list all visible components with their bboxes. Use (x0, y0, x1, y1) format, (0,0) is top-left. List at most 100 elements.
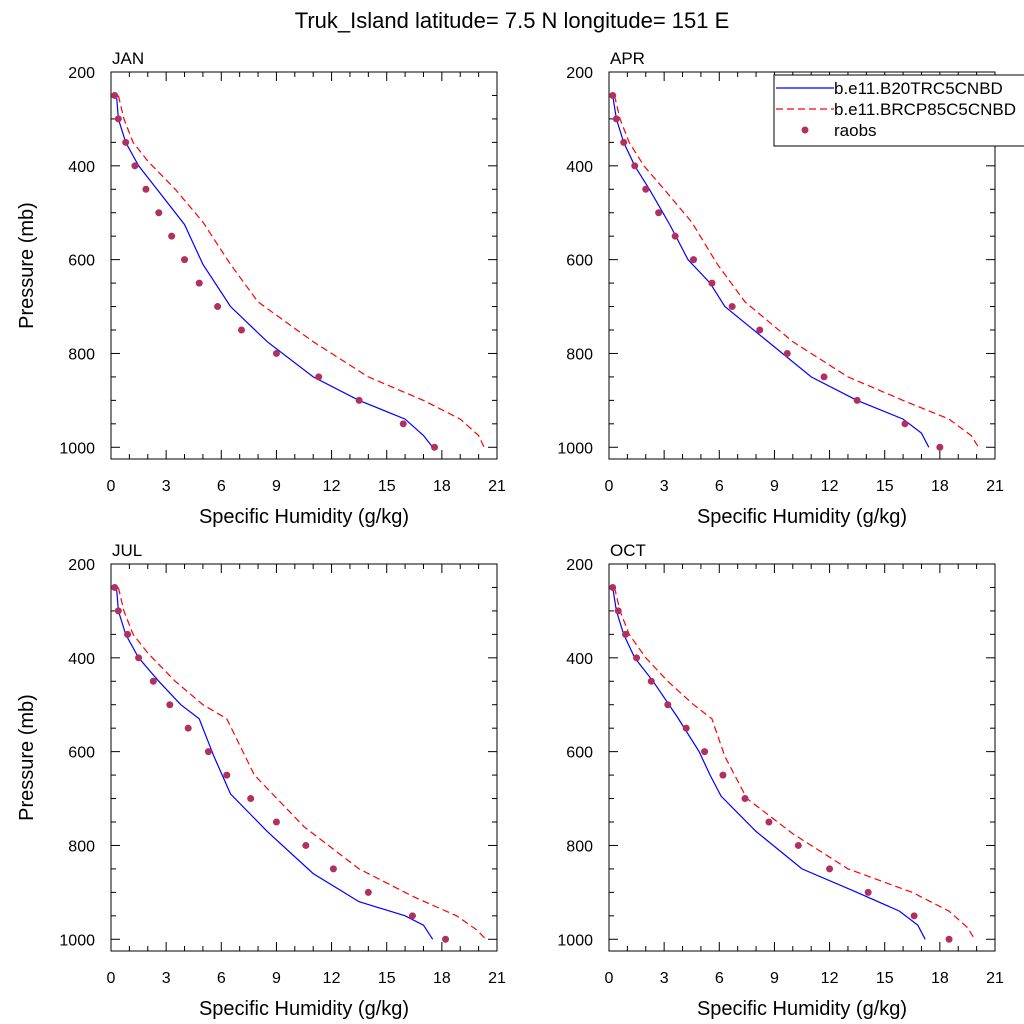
x-tick-label: 0 (107, 478, 116, 495)
raobs-point (741, 795, 749, 803)
legend-marker-raobs (801, 126, 809, 134)
x-tick-label: 9 (272, 970, 281, 987)
raobs-point (329, 865, 337, 873)
y-tick-label: 200 (566, 557, 593, 574)
plot-frame (608, 71, 996, 460)
y-tick-label: 1000 (59, 932, 95, 949)
figure-title: Truk_Island latitude= 7.5 N longitude= 1… (295, 8, 730, 33)
x-tick-label: 15 (876, 478, 894, 495)
y-tick-label: 800 (68, 838, 95, 855)
raobs-point (204, 748, 212, 756)
panel-title: OCT (610, 541, 646, 560)
raobs-point (864, 888, 872, 896)
y-tick-label: 800 (68, 346, 95, 363)
x-tick-label: 15 (378, 478, 396, 495)
raobs-point (247, 795, 255, 803)
series-line-b20trc (115, 587, 434, 940)
raobs-point (631, 162, 639, 170)
x-tick-label: 3 (660, 478, 669, 495)
x-tick-label: 12 (821, 478, 839, 495)
raobs-point (765, 818, 773, 826)
raobs-point (945, 935, 953, 943)
series-line-b20trc (612, 95, 930, 448)
x-tick-label: 12 (323, 970, 341, 987)
x-tick-label: 18 (433, 478, 451, 495)
x-tick-label: 18 (931, 970, 949, 987)
raobs-point (647, 677, 655, 685)
raobs-point (901, 420, 909, 428)
raobs-point (399, 420, 407, 428)
raobs-point (315, 373, 323, 381)
raobs-point (783, 349, 791, 357)
raobs-point (671, 232, 679, 240)
raobs-point (614, 607, 622, 615)
x-tick-label: 6 (217, 970, 226, 987)
x-tick-label: 6 (217, 478, 226, 495)
raobs-point (355, 396, 363, 404)
y-tick-label: 600 (68, 253, 95, 270)
panel-title: JUL (112, 541, 142, 560)
x-tick-label: 0 (605, 478, 614, 495)
raobs-point (181, 256, 189, 264)
series-line-b20trc (612, 587, 926, 940)
panel-jul: JUL 0 3 6 9 12 15 18 21 200 400 600 800 1000 Specific … (16, 541, 506, 1020)
panel-title: APR (610, 49, 645, 68)
panel-oct: OCT 0 3 6 9 12 15 18 21 200 400 600 800 1000 Specific … (557, 541, 1004, 1020)
plot-frame (110, 563, 498, 952)
raobs-point (184, 724, 192, 732)
y-tick-label: 800 (566, 346, 593, 363)
raobs-point (442, 935, 450, 943)
x-axis-label: Specific Humidity (g/kg) (697, 506, 907, 528)
raobs-point (701, 748, 709, 756)
raobs-point (936, 443, 944, 451)
raobs-point (690, 256, 698, 264)
raobs-point (655, 209, 663, 217)
y-tick-label: 1000 (557, 440, 593, 457)
y-tick-label: 800 (566, 838, 593, 855)
x-tick-label: 12 (821, 970, 839, 987)
x-tick-label: 0 (605, 970, 614, 987)
raobs-point (168, 232, 176, 240)
raobs-point (609, 583, 617, 591)
raobs-point (111, 91, 119, 99)
raobs-point (238, 326, 246, 334)
x-tick-label: 6 (715, 478, 724, 495)
series-line-brcp85 (613, 95, 980, 448)
plot-frame (608, 563, 996, 952)
raobs-point (142, 185, 150, 193)
x-axis-label: Specific Humidity (g/kg) (199, 506, 409, 528)
x-tick-label: 9 (272, 478, 281, 495)
y-tick-label: 400 (68, 651, 95, 668)
raobs-point (166, 701, 174, 709)
raobs-point (642, 185, 650, 193)
x-tick-label: 18 (433, 970, 451, 987)
y-tick-label: 1000 (557, 932, 593, 949)
y-tick-label: 1000 (59, 440, 95, 457)
panel-jan: JAN 0 3 6 9 12 15 18 21 200 400 600 800 1000 Specific … (16, 49, 506, 528)
legend-label: raobs (834, 121, 877, 140)
raobs-point (223, 771, 231, 779)
raobs-point (794, 841, 802, 849)
raobs-point (910, 912, 918, 920)
raobs-point (135, 654, 143, 662)
series-line-brcp85 (117, 95, 485, 448)
x-tick-label: 6 (715, 970, 724, 987)
raobs-point (408, 912, 416, 920)
plot-frame (110, 71, 498, 460)
raobs-point (114, 607, 122, 615)
raobs-point (272, 818, 280, 826)
legend: b.e11.B20TRC5CNBD b.e11.BRCP85C5CNBD raobs (773, 74, 1024, 147)
x-axis-label: Specific Humidity (g/kg) (697, 998, 907, 1020)
raobs-point (302, 841, 310, 849)
raobs-point (633, 654, 641, 662)
raobs-point (853, 396, 861, 404)
panel-title: JAN (112, 49, 144, 68)
legend-box (773, 74, 1024, 147)
raobs-point (195, 279, 203, 287)
raobs-point (756, 326, 764, 334)
y-axis-label: Pressure (mb) (16, 694, 38, 821)
raobs-point (111, 583, 119, 591)
legend-label: b.e11.BRCP85C5CNBD (834, 100, 1016, 119)
x-axis-label: Specific Humidity (g/kg) (199, 998, 409, 1020)
